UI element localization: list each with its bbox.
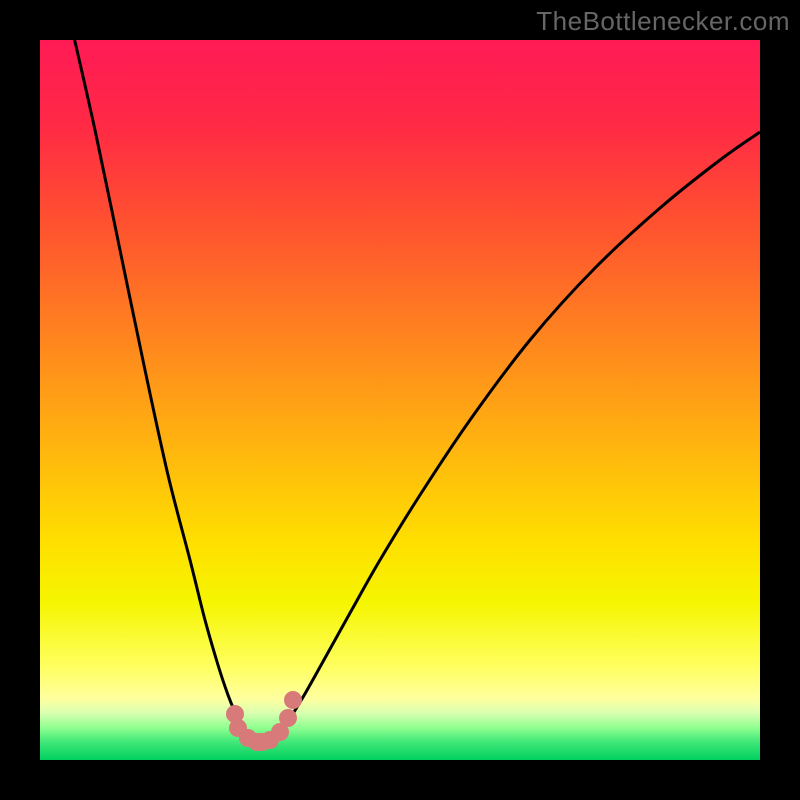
watermark-text: TheBottlenecker.com — [536, 6, 790, 37]
curve-marker — [284, 691, 302, 709]
bottleneck-curve-chart — [0, 0, 800, 800]
chart-frame: TheBottlenecker.com — [0, 0, 800, 800]
curve-marker — [279, 709, 297, 727]
gradient-background — [40, 40, 760, 760]
